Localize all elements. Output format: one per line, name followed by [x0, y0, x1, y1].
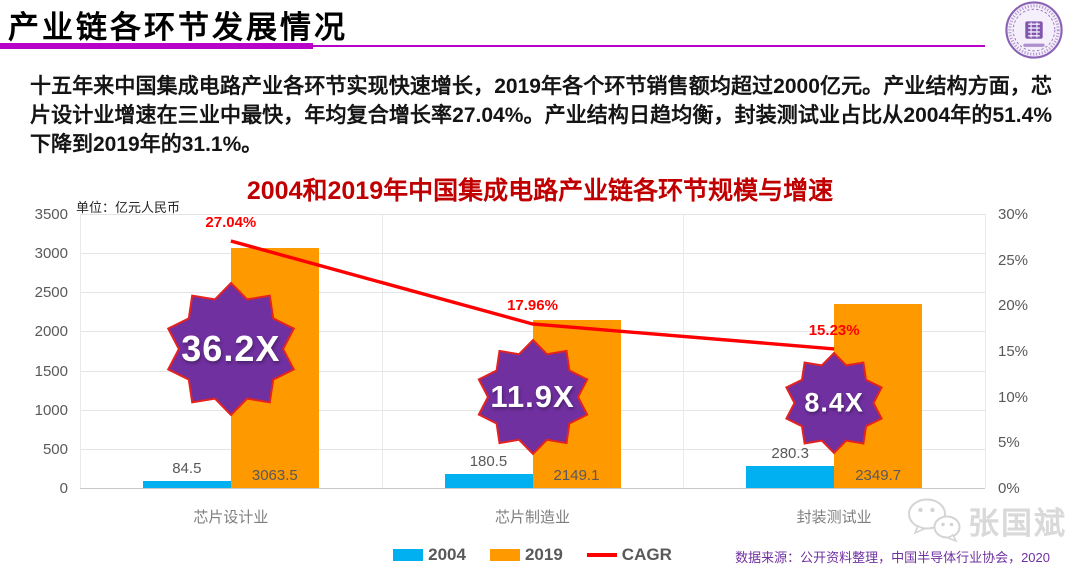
gridline-h-3000: [80, 253, 985, 255]
y-axis-right-tick: 20%: [998, 297, 1029, 315]
y-axis-right-tick: 30%: [998, 206, 1029, 223]
bar-value-2004-0: 84.5: [172, 460, 202, 478]
legend-label: 2019: [524, 545, 563, 564]
watermark: 张国斌: [906, 497, 1067, 543]
bar-value-2019-1: 2149.1: [553, 467, 600, 484]
y-axis-left-tick: 2000: [34, 323, 68, 341]
y-axis-right-tick: 10%: [998, 388, 1029, 406]
x-axis-category-label: 芯片设计业: [193, 509, 269, 526]
multiplier-star-2: [785, 351, 884, 455]
bar-value-2004-1: 180.5: [469, 452, 508, 470]
legend-color-swatch: [489, 549, 520, 561]
gridline-h-0: [80, 488, 985, 489]
y-axis-left-tick: 1500: [34, 362, 68, 380]
multiplier-label-1: 11.9X: [490, 379, 575, 414]
y-axis-left-tick: 3500: [34, 206, 68, 223]
gridline-h-2500: [80, 292, 985, 294]
legend-label: CAGR: [621, 545, 672, 564]
title-underline-thick: [0, 43, 313, 49]
chart-title: 2004和2019年中国集成电路产业链各环节规模与增速: [246, 177, 834, 205]
gridline-v-3: [985, 214, 986, 488]
cagr-point-label-0: 27.04%: [205, 214, 257, 232]
bar-value-2004-2: 280.3: [771, 445, 809, 463]
watermark-name: 张国斌: [968, 505, 1067, 541]
chart-legend: 2004 2019 CAGR: [80, 545, 985, 565]
cagr-point-label-2: 15.23%: [808, 321, 860, 339]
y-axis-left-tick: 2500: [34, 284, 68, 302]
multiplier-label-0: 36.2X: [181, 328, 281, 369]
legend-label: 2004: [428, 545, 466, 564]
y-axis-right-tick: 25%: [998, 251, 1029, 269]
cagr-point-label-1: 17.96%: [507, 296, 558, 314]
y-axis-left-tick: 500: [42, 440, 68, 458]
wechat-icon: [908, 498, 961, 543]
bar-2004-0: [142, 481, 231, 488]
legend-item-2019: 2019: [489, 545, 563, 565]
university-seal-logo: [1005, 1, 1063, 59]
bar-2004-1: [444, 473, 533, 488]
legend-item-CAGR: CAGR: [586, 545, 672, 565]
gridline-h-3500: [80, 214, 985, 215]
gridline-v-2: [683, 214, 685, 488]
intro-paragraph: 十五年来中国集成电路产业各环节实现快速增长，2019年各个环节销售额均超过200…: [30, 75, 1052, 156]
x-axis-category-label: 芯片制造业: [494, 509, 570, 526]
bar-value-2019-2: 2349.7: [855, 467, 902, 484]
gridline-v-0: [80, 214, 81, 488]
title-underline-thin: [313, 45, 985, 47]
legend-line-swatch: [586, 553, 617, 557]
y-axis-right-tick: 15%: [998, 343, 1029, 360]
legend-item-2004: 2004: [393, 545, 466, 565]
data-source-note: 数据来源：公开资料整理，中国半导体行业协会，2020: [735, 550, 1050, 565]
x-axis-category-label: 封装测试业: [796, 509, 872, 526]
multiplier-label-2: 8.4X: [804, 387, 864, 418]
multiplier-star-1: [476, 338, 589, 456]
y-axis-left-tick: 3000: [34, 245, 68, 263]
bar-2004-2: [746, 466, 835, 488]
page-title: 产业链各环节发展情况: [8, 10, 348, 46]
y-axis-left-tick: 0: [59, 480, 68, 497]
y-axis-right-tick: 0%: [998, 480, 1020, 497]
y-axis-right-tick: 5%: [998, 434, 1020, 452]
multiplier-star-0: [166, 281, 295, 417]
legend-color-swatch: [393, 549, 424, 561]
gridline-v-1: [381, 214, 383, 488]
bar-value-2019-0: 3063.5: [251, 467, 298, 484]
unit-label: 单位：亿元人民币: [76, 200, 181, 215]
y-axis-left-tick: 1000: [34, 401, 68, 419]
